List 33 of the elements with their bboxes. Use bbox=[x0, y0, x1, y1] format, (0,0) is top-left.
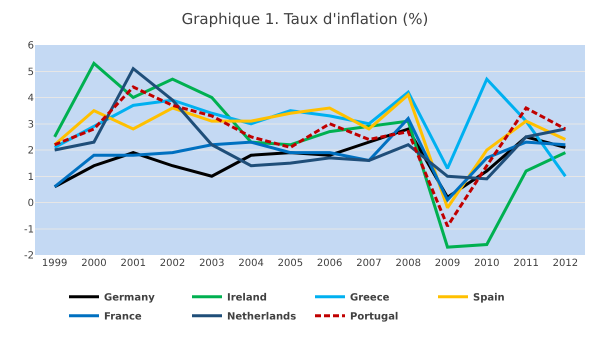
x-tick-label: 2011 bbox=[513, 258, 539, 269]
legend-label: Netherlands bbox=[227, 312, 296, 323]
y-tick-label: 5 bbox=[28, 66, 34, 78]
x-tick-label: 2005 bbox=[278, 258, 304, 269]
legend-label: Ireland bbox=[227, 292, 267, 304]
x-tick-label: 2000 bbox=[81, 258, 107, 269]
y-tick-label: 0 bbox=[28, 198, 34, 209]
y-tick-label: 3 bbox=[28, 119, 34, 130]
legend-label: Portugal bbox=[350, 312, 398, 323]
x-tick-label: 2001 bbox=[120, 258, 146, 269]
y-tick-label: 2 bbox=[28, 146, 34, 156]
y-tick-label: 4 bbox=[28, 93, 34, 104]
legend-label: Spain bbox=[473, 292, 505, 304]
x-tick-label: 2008 bbox=[395, 258, 421, 269]
y-tick-label: 1 bbox=[28, 172, 34, 183]
legend-label: Greece bbox=[350, 292, 390, 304]
y-tick-label: -1 bbox=[24, 224, 34, 236]
x-tick-label: 2009 bbox=[434, 258, 460, 269]
legend-label: France bbox=[104, 312, 142, 323]
line-series bbox=[53, 86, 567, 228]
y-tick-label: -2 bbox=[24, 250, 34, 262]
line-series bbox=[53, 117, 567, 202]
y-tick-label: 6 bbox=[28, 40, 34, 52]
x-tick-label: 2003 bbox=[199, 258, 225, 269]
x-tick-label: 1999 bbox=[42, 258, 68, 269]
x-tick-label: 2004 bbox=[238, 258, 264, 269]
x-tick-label: 2010 bbox=[474, 258, 500, 269]
chart-title: Graphique 1. Taux d'inflation (%) bbox=[182, 10, 428, 28]
x-tick-label: 2002 bbox=[160, 258, 186, 269]
x-tick-label: 2006 bbox=[316, 258, 342, 269]
x-tick-label: 2007 bbox=[356, 258, 382, 269]
x-tick-label: 2012 bbox=[552, 258, 578, 269]
legend-label: Germany bbox=[104, 292, 156, 304]
